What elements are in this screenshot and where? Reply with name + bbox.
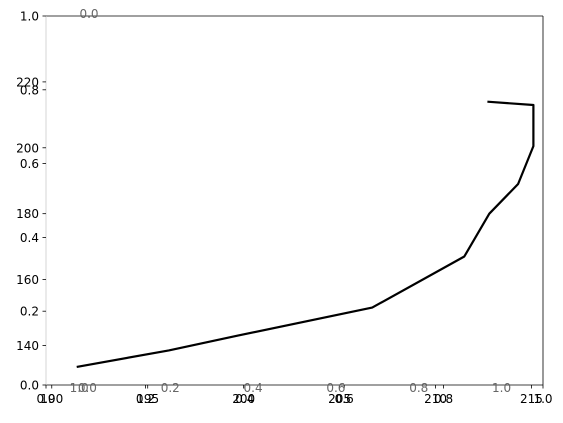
unit-x-tick-label: 0.4	[235, 392, 254, 406]
unit-x-tick-label: 0.6	[335, 392, 354, 406]
stray-x-label: 1.0	[492, 381, 511, 395]
x-tick-label: 215	[520, 392, 543, 406]
y-tick-label: 220	[16, 75, 39, 89]
series-line	[76, 100, 535, 368]
unit-y-tick-label: 0.8	[20, 83, 39, 97]
y-tick-label: 140	[16, 339, 39, 353]
x-tick-label: 210	[424, 392, 447, 406]
x-tick-label: 190	[40, 392, 63, 406]
plot-frame	[45, 15, 544, 386]
y-tick-label: 180	[16, 207, 39, 221]
unit-x-tick-label: 0.0	[36, 392, 55, 406]
stray-y-label: 0.0	[79, 7, 98, 21]
stray-x-label: 0.2	[161, 381, 180, 395]
stray-x-label: 1.0	[70, 381, 89, 395]
unit-y-tick-label: 0.2	[20, 305, 39, 319]
x-tick-label: 205	[328, 392, 351, 406]
stray-x-label: 0.8	[409, 381, 428, 395]
stray-x-label: 0.6	[326, 381, 345, 395]
y-tick-label: 200	[16, 141, 39, 155]
stray-x-label: 0.0	[78, 381, 97, 395]
series-layer	[76, 100, 535, 368]
unit-y-tick-label: 0.0	[20, 379, 39, 393]
unit-y-tick-label: 1.0	[20, 10, 39, 24]
unit-y-tick-label: 0.6	[20, 157, 39, 171]
unit-x-tick-label: 1.0	[533, 392, 552, 406]
x-tick-label: 200	[232, 392, 255, 406]
stray-x-label: 0.4	[244, 381, 263, 395]
unit-x-tick-label: 0.8	[434, 392, 453, 406]
y-tick-label: 160	[16, 273, 39, 287]
unit-x-tick-label: 0.2	[136, 392, 155, 406]
x-tick-label: 195	[136, 392, 159, 406]
unit-y-tick-label: 0.4	[20, 231, 39, 245]
